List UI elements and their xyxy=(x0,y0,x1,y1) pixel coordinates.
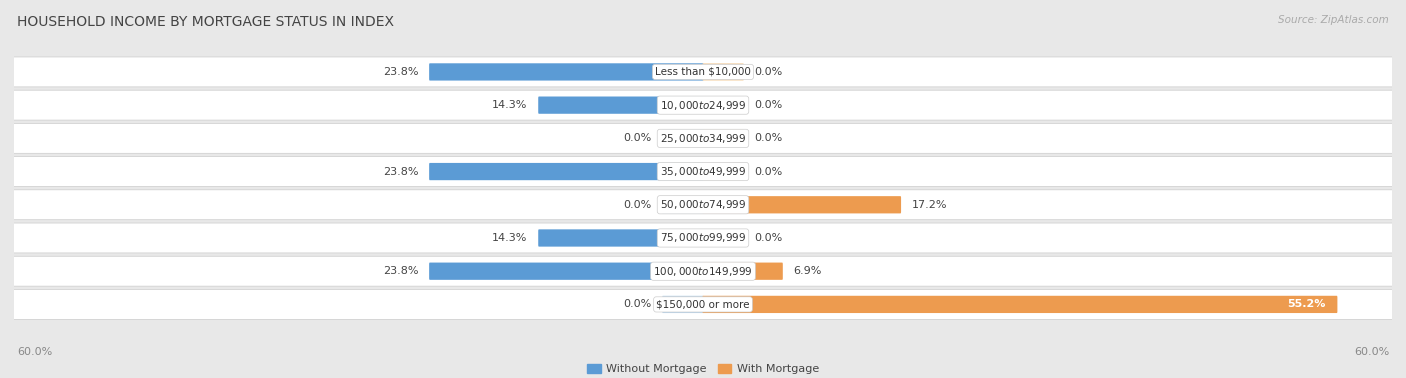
Text: 60.0%: 60.0% xyxy=(1354,347,1389,357)
FancyBboxPatch shape xyxy=(538,229,703,246)
Text: 14.3%: 14.3% xyxy=(492,100,527,110)
FancyBboxPatch shape xyxy=(429,163,703,180)
Text: 55.2%: 55.2% xyxy=(1286,299,1326,310)
Text: 6.9%: 6.9% xyxy=(794,266,823,276)
FancyBboxPatch shape xyxy=(703,163,744,180)
Legend: Without Mortgage, With Mortgage: Without Mortgage, With Mortgage xyxy=(582,359,824,378)
Text: $50,000 to $74,999: $50,000 to $74,999 xyxy=(659,198,747,211)
Text: Less than $10,000: Less than $10,000 xyxy=(655,67,751,77)
Text: 0.0%: 0.0% xyxy=(755,100,783,110)
Text: 0.0%: 0.0% xyxy=(755,67,783,77)
Text: $100,000 to $149,999: $100,000 to $149,999 xyxy=(654,265,752,278)
Text: 0.0%: 0.0% xyxy=(623,299,651,310)
FancyBboxPatch shape xyxy=(0,223,1406,253)
Text: 0.0%: 0.0% xyxy=(755,133,783,143)
FancyBboxPatch shape xyxy=(703,263,783,280)
FancyBboxPatch shape xyxy=(703,63,744,81)
FancyBboxPatch shape xyxy=(0,290,1406,319)
FancyBboxPatch shape xyxy=(662,296,703,313)
FancyBboxPatch shape xyxy=(703,196,901,214)
Text: $35,000 to $49,999: $35,000 to $49,999 xyxy=(659,165,747,178)
FancyBboxPatch shape xyxy=(538,96,703,114)
Text: $150,000 or more: $150,000 or more xyxy=(657,299,749,310)
Text: 23.8%: 23.8% xyxy=(382,266,418,276)
FancyBboxPatch shape xyxy=(703,96,744,114)
FancyBboxPatch shape xyxy=(0,190,1406,220)
FancyBboxPatch shape xyxy=(703,296,1337,313)
Text: 17.2%: 17.2% xyxy=(912,200,948,210)
Text: Source: ZipAtlas.com: Source: ZipAtlas.com xyxy=(1278,15,1389,25)
FancyBboxPatch shape xyxy=(0,90,1406,120)
FancyBboxPatch shape xyxy=(0,57,1406,87)
FancyBboxPatch shape xyxy=(662,196,703,214)
FancyBboxPatch shape xyxy=(703,130,744,147)
Text: 0.0%: 0.0% xyxy=(755,233,783,243)
Text: 23.8%: 23.8% xyxy=(382,167,418,177)
FancyBboxPatch shape xyxy=(0,123,1406,153)
Text: $25,000 to $34,999: $25,000 to $34,999 xyxy=(659,132,747,145)
Text: 60.0%: 60.0% xyxy=(17,347,52,357)
Text: 23.8%: 23.8% xyxy=(382,67,418,77)
FancyBboxPatch shape xyxy=(662,130,703,147)
Text: 14.3%: 14.3% xyxy=(492,233,527,243)
FancyBboxPatch shape xyxy=(429,63,703,81)
Text: 0.0%: 0.0% xyxy=(623,200,651,210)
FancyBboxPatch shape xyxy=(429,263,703,280)
Text: $75,000 to $99,999: $75,000 to $99,999 xyxy=(659,231,747,245)
Text: 0.0%: 0.0% xyxy=(755,167,783,177)
Text: $10,000 to $24,999: $10,000 to $24,999 xyxy=(659,99,747,112)
FancyBboxPatch shape xyxy=(703,229,744,246)
FancyBboxPatch shape xyxy=(0,256,1406,286)
Text: HOUSEHOLD INCOME BY MORTGAGE STATUS IN INDEX: HOUSEHOLD INCOME BY MORTGAGE STATUS IN I… xyxy=(17,15,394,29)
Text: 0.0%: 0.0% xyxy=(623,133,651,143)
FancyBboxPatch shape xyxy=(0,156,1406,186)
